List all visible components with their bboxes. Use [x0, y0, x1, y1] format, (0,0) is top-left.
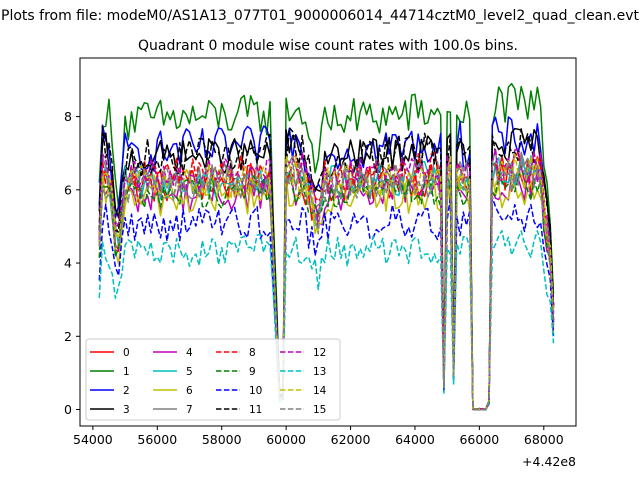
legend-label-13: 13 [313, 366, 326, 378]
legend-label-12: 12 [313, 347, 326, 359]
y-tick-label: 8 [64, 109, 72, 124]
x-offset-label: +4.42e8 [522, 454, 576, 469]
y-axis: 0 2 4 6 8 [64, 109, 80, 417]
legend-label-6: 6 [186, 385, 193, 397]
legend-label-10: 10 [249, 385, 262, 397]
legend-label-11: 11 [249, 404, 262, 416]
legend-label-14: 14 [313, 385, 327, 397]
y-tick-label: 0 [64, 402, 72, 417]
legend-box [85, 338, 341, 421]
x-tick-label: 68000 [524, 432, 564, 447]
legend-label-2: 2 [123, 385, 130, 397]
legend-label-15: 15 [313, 404, 326, 416]
legend-label-8: 8 [249, 347, 256, 359]
x-axis: 54000 56000 58000 60000 62000 64000 66000 68000 [73, 426, 564, 447]
x-tick-label: 60000 [266, 432, 306, 447]
legend-label-9: 9 [249, 366, 256, 378]
x-tick-label: 58000 [202, 432, 242, 447]
x-tick-label: 64000 [395, 432, 435, 447]
figure-suptitle: Plots from file: modeM0/AS1A13_077T01_90… [1, 8, 639, 24]
y-tick-label: 6 [64, 182, 72, 197]
plot-title: Quadrant 0 module wise count rates with … [138, 38, 518, 54]
legend-label-0: 0 [123, 347, 130, 359]
axes-frame [79, 57, 577, 427]
x-tick-label: 54000 [73, 432, 113, 447]
x-tick-label: 56000 [137, 432, 177, 447]
series-line-12 [98, 147, 555, 410]
x-tick-label: 66000 [459, 432, 499, 447]
legend-label-1: 1 [123, 366, 130, 378]
series-layer [98, 82, 555, 411]
x-tick-label: 62000 [331, 432, 371, 447]
legend-label-3: 3 [123, 404, 130, 416]
y-tick-label: 4 [64, 256, 72, 271]
legend-label-4: 4 [186, 347, 193, 359]
legend-label-7: 7 [186, 404, 193, 416]
y-tick-label: 2 [64, 329, 72, 344]
series-line-15 [98, 159, 555, 411]
legend-label-5: 5 [186, 366, 193, 378]
